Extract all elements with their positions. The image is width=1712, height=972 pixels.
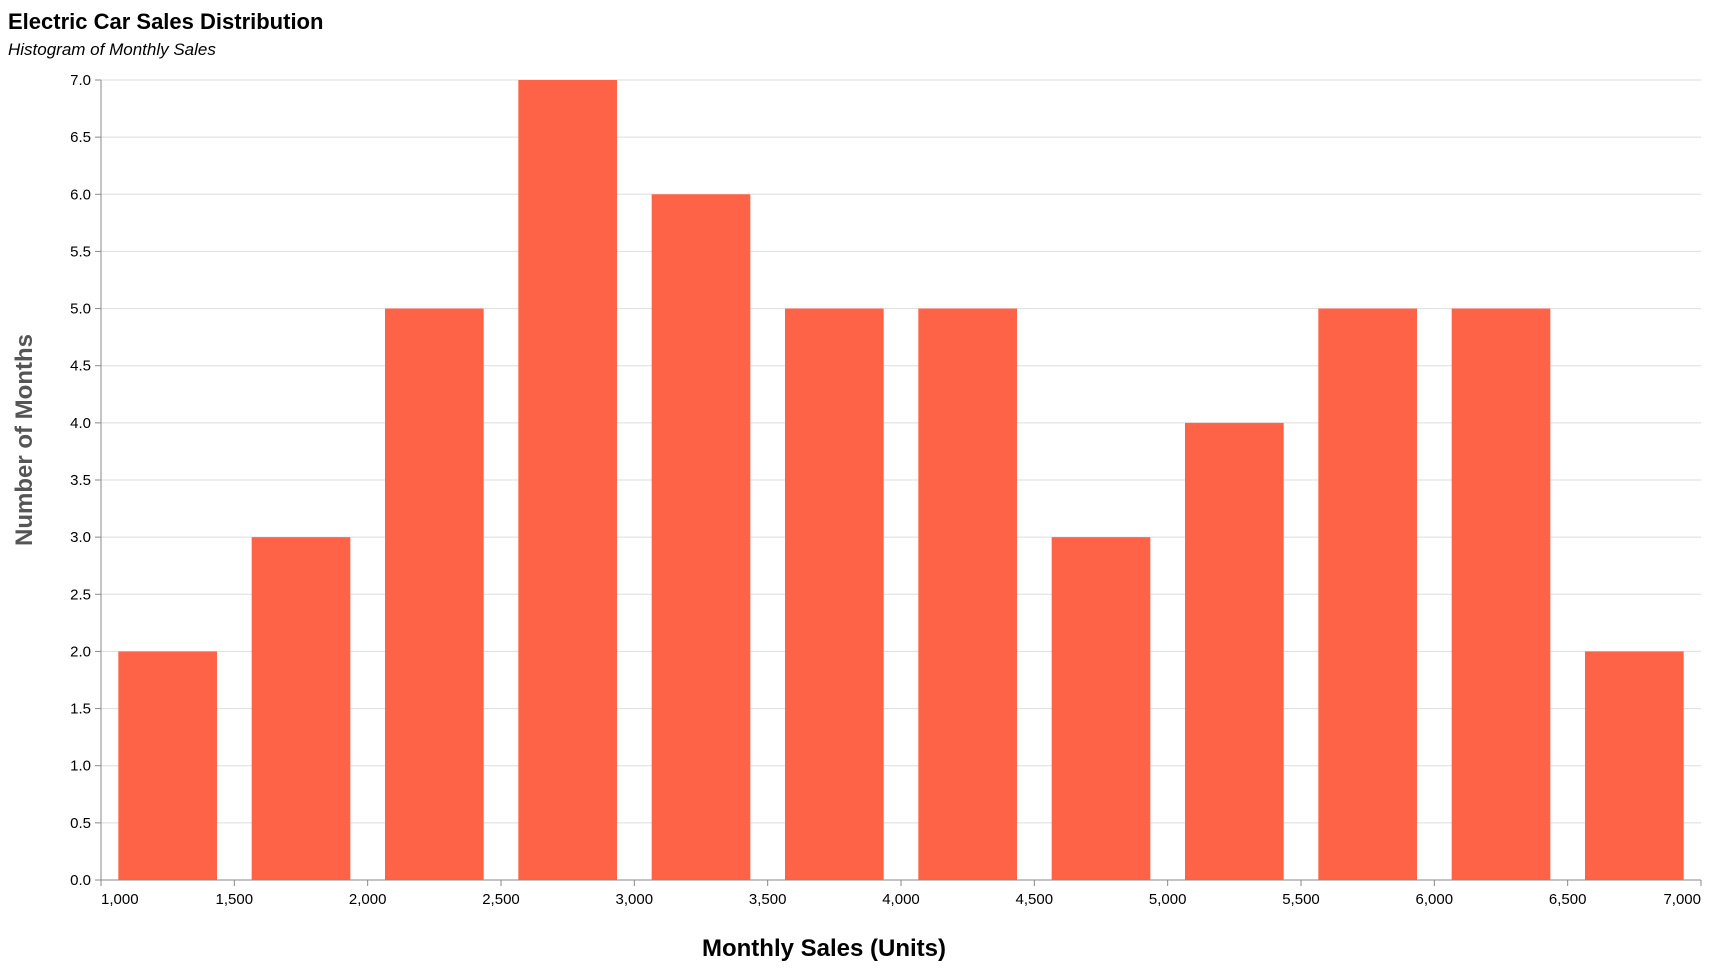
x-tick-label-1: 1,500: [216, 891, 254, 908]
y-tick-label-1: 0.5: [70, 815, 91, 832]
chart-subtitle: Histogram of Monthly Sales: [8, 40, 216, 59]
bar-0: [118, 651, 217, 880]
y-tick-label-12: 6.0: [70, 186, 91, 203]
y-tick-label-8: 4.0: [70, 415, 91, 432]
bar-11: [1585, 651, 1684, 880]
x-tick-label-7: 4,500: [1016, 891, 1054, 908]
x-tick-label-4: 3,000: [616, 891, 654, 908]
x-tick-label-10: 6,000: [1416, 891, 1454, 908]
chart-title: Electric Car Sales Distribution: [8, 9, 323, 34]
x-tick-label-3: 2,500: [482, 891, 520, 908]
x-tick-label-9: 5,500: [1282, 891, 1320, 908]
y-tick-label-13: 6.5: [70, 129, 91, 146]
bar-2: [385, 308, 484, 881]
bar-3: [518, 80, 617, 880]
x-tick-label-8: 5,000: [1149, 891, 1187, 908]
y-tick-label-4: 2.0: [70, 643, 91, 660]
bar-5: [785, 308, 884, 881]
x-tick-label-11: 6,500: [1549, 891, 1587, 908]
y-tick-label-0: 0.0: [70, 872, 91, 889]
y-tick-label-7: 3.5: [70, 472, 91, 489]
bars: [118, 80, 1684, 881]
y-tick-label-9: 4.5: [70, 358, 91, 375]
x-tick-label-0: 1,000: [101, 891, 139, 908]
gridlines: [101, 79, 1701, 881]
y-axis-title: Number of Months: [11, 334, 38, 546]
y-tick-label-14: 7.0: [70, 72, 91, 89]
y-tick-label-3: 1.5: [70, 701, 91, 718]
bar-4: [651, 194, 751, 881]
x-tick-label-5: 3,500: [749, 891, 787, 908]
y-tick-label-2: 1.0: [70, 758, 91, 775]
y-tick-label-6: 3.0: [70, 529, 91, 546]
x-tick-label-12: 7,000: [1663, 891, 1701, 908]
bar-7: [1051, 537, 1151, 880]
x-axis-ticks: 1,000 1,500 2,000 2,500 3,000 3,500 4,000 4,500…: [100, 880, 1702, 908]
x-tick-label-6: 4,000: [882, 891, 920, 908]
bar-8: [1185, 422, 1284, 880]
y-tick-label-10: 5.0: [70, 301, 91, 318]
bar-9: [1318, 308, 1417, 881]
bar-1: [251, 537, 351, 880]
y-tick-label-5: 2.5: [70, 586, 91, 603]
bar-10: [1451, 308, 1551, 881]
y-tick-label-11: 5.5: [70, 243, 91, 260]
y-axis-ticks: 0.0 0.5 1.0 1.5 2.0 2.5 3.0 3.5 4.0 4.5 5.0 5.5 6.0 6…: [70, 72, 101, 889]
x-axis-title: Monthly Sales (Units): [702, 935, 946, 962]
bar-6: [918, 308, 1017, 881]
x-tick-label-2: 2,000: [349, 891, 387, 908]
